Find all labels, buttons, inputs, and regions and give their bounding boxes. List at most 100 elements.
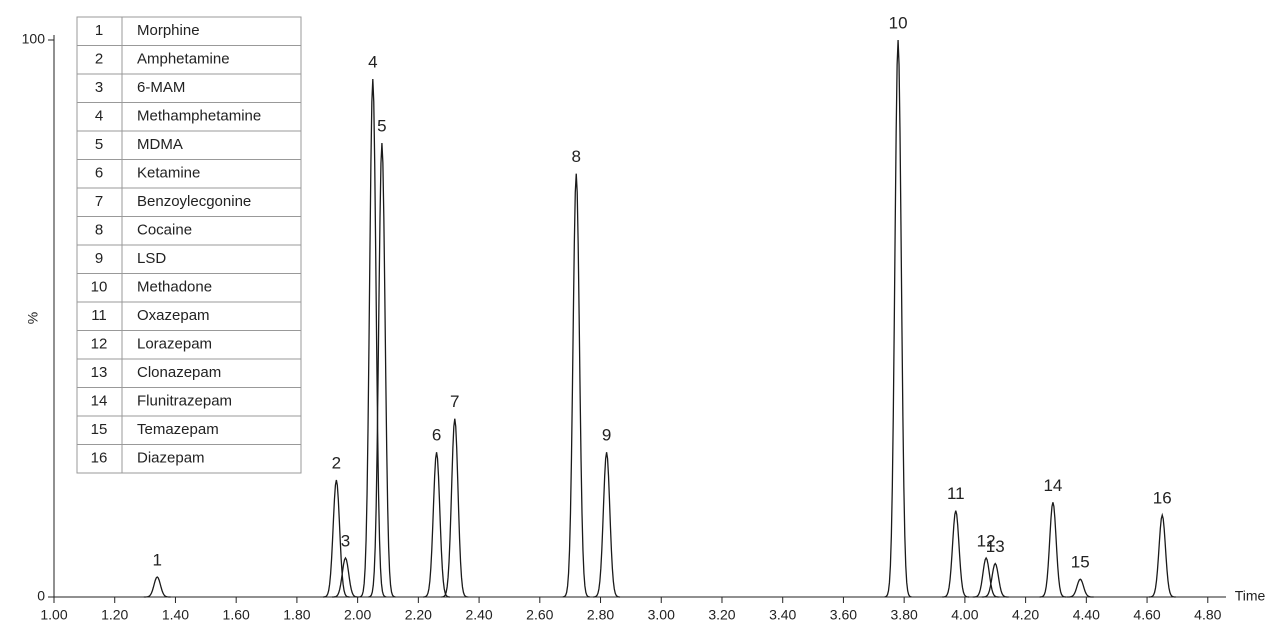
legend-name: MDMA bbox=[137, 136, 183, 153]
legend-cell bbox=[121, 16, 302, 46]
peak-label: 13 bbox=[986, 537, 1005, 556]
x-tick-label: 4.00 bbox=[951, 607, 978, 623]
legend-cell bbox=[121, 187, 302, 217]
legend-number: 9 bbox=[95, 250, 103, 267]
legend-cell bbox=[121, 301, 302, 331]
legend-cell bbox=[76, 387, 123, 417]
peak-label: 3 bbox=[341, 531, 350, 550]
x-tick-label: 4.40 bbox=[1073, 607, 1100, 623]
legend-cell bbox=[121, 159, 302, 189]
x-tick-label: 1.00 bbox=[40, 607, 67, 623]
peak bbox=[322, 479, 350, 598]
legend-cell bbox=[76, 159, 123, 189]
legend-number: 13 bbox=[91, 364, 108, 381]
peak bbox=[1039, 502, 1067, 598]
peak-label: 9 bbox=[602, 426, 611, 445]
y-tick-label: 100 bbox=[22, 31, 46, 47]
x-axis-label: Time bbox=[1235, 588, 1266, 604]
legend-cell bbox=[121, 102, 302, 132]
legend-name: LSD bbox=[137, 250, 166, 267]
peak-label: 1 bbox=[152, 550, 161, 569]
legend-name: Cocaine bbox=[137, 222, 192, 239]
x-tick-label: 4.60 bbox=[1133, 607, 1160, 623]
peak-label: 8 bbox=[572, 147, 581, 166]
x-tick-label: 2.40 bbox=[465, 607, 492, 623]
legend-number: 6 bbox=[95, 165, 103, 182]
legend-name: Diazepam bbox=[137, 450, 205, 467]
legend-name: Benzoylecgonine bbox=[137, 193, 251, 210]
legend-number: 8 bbox=[95, 222, 103, 239]
legend-number: 4 bbox=[95, 108, 103, 125]
legend-cell bbox=[76, 16, 123, 46]
legend-number: 1 bbox=[95, 22, 103, 39]
x-tick-label: 1.60 bbox=[223, 607, 250, 623]
legend-name: Morphine bbox=[137, 22, 200, 39]
peak bbox=[562, 173, 590, 598]
peak-label: 11 bbox=[947, 484, 965, 503]
x-tick-label: 2.00 bbox=[344, 607, 371, 623]
x-tick-label: 2.20 bbox=[405, 607, 432, 623]
peak-label: 14 bbox=[1043, 476, 1062, 495]
x-tick-label: 1.40 bbox=[162, 607, 189, 623]
peak bbox=[1148, 512, 1176, 598]
x-tick-label: 3.00 bbox=[648, 607, 675, 623]
peak bbox=[1066, 578, 1094, 598]
y-tick-label: 0 bbox=[37, 588, 45, 604]
legend-number: 15 bbox=[91, 421, 108, 438]
peak-label: 10 bbox=[889, 13, 908, 32]
peak bbox=[972, 556, 1000, 598]
x-tick-label: 3.60 bbox=[830, 607, 857, 623]
y-axis-label: % bbox=[25, 312, 41, 324]
peak bbox=[441, 418, 469, 598]
peak-label: 6 bbox=[432, 426, 441, 445]
legend-number: 5 bbox=[95, 136, 103, 153]
legend-cell bbox=[76, 130, 123, 160]
legend-name: Flunitrazepam bbox=[137, 393, 232, 410]
x-tick-label: 2.80 bbox=[587, 607, 614, 623]
peak-label: 12 bbox=[977, 531, 996, 550]
legend-cell bbox=[76, 358, 123, 388]
legend-name: Methamphetamine bbox=[137, 108, 261, 125]
legend-cell bbox=[76, 330, 123, 360]
x-tick-label: 1.20 bbox=[101, 607, 128, 623]
legend-cell bbox=[76, 444, 123, 474]
x-tick-label: 3.80 bbox=[891, 607, 918, 623]
legend-name: Amphetamine bbox=[137, 51, 230, 68]
peak-label: 4 bbox=[368, 52, 377, 71]
legend-name: Clonazepam bbox=[137, 364, 221, 381]
legend-number: 7 bbox=[95, 193, 103, 210]
x-tick-label: 3.40 bbox=[769, 607, 796, 623]
legend-cell bbox=[121, 244, 302, 274]
legend-cell bbox=[121, 358, 302, 388]
peak bbox=[884, 39, 912, 598]
peak-label: 15 bbox=[1071, 553, 1090, 572]
peak-label: 5 bbox=[377, 117, 386, 136]
x-tick-label: 3.20 bbox=[708, 607, 735, 623]
legend-cell bbox=[76, 415, 123, 445]
legend-number: 2 bbox=[95, 51, 103, 68]
legend-number: 12 bbox=[91, 336, 108, 353]
legend-name: Ketamine bbox=[137, 165, 200, 182]
legend-cell bbox=[121, 444, 302, 474]
legend-cell bbox=[121, 216, 302, 246]
peak bbox=[981, 562, 1009, 598]
peak bbox=[143, 576, 171, 598]
legend-cell bbox=[121, 73, 302, 103]
legend-number: 14 bbox=[91, 393, 108, 410]
x-tick-label: 4.20 bbox=[1012, 607, 1039, 623]
legend-name: Oxazepam bbox=[137, 307, 210, 324]
legend-name: 6-MAM bbox=[137, 79, 185, 96]
peak-label: 16 bbox=[1153, 489, 1172, 508]
legend-number: 11 bbox=[91, 307, 107, 324]
peak-label: 2 bbox=[332, 454, 341, 473]
peak bbox=[593, 452, 621, 598]
x-tick-label: 1.80 bbox=[283, 607, 310, 623]
peak bbox=[332, 556, 359, 598]
legend-cell bbox=[121, 130, 302, 160]
peak-label: 7 bbox=[450, 392, 459, 411]
legend-name: Methadone bbox=[137, 279, 212, 296]
legend-number: 10 bbox=[91, 279, 108, 296]
legend-name: Lorazepam bbox=[137, 336, 212, 353]
peak bbox=[423, 452, 451, 598]
